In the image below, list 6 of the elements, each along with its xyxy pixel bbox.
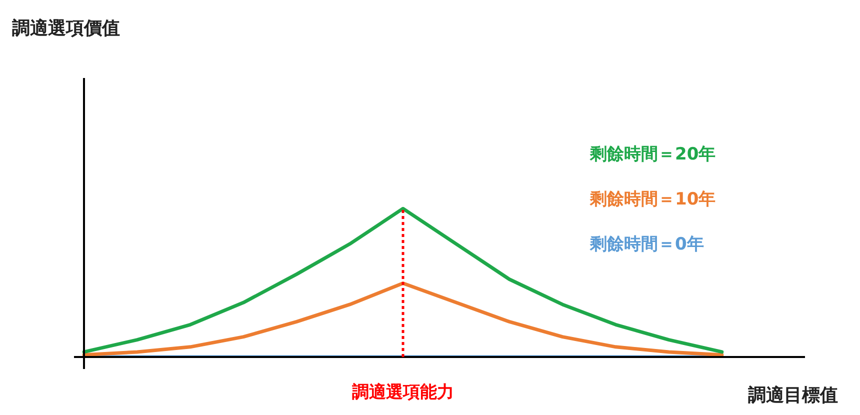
text: 調適選項價值	[12, 17, 120, 40]
text: 調適選項能力	[352, 382, 454, 402]
x-axis-title: 調適目標值	[748, 384, 838, 407]
text: 剩餘時間＝10年	[589, 189, 716, 210]
text: 剩餘時間＝0年	[589, 234, 704, 254]
text: 剩餘時間＝20年	[589, 144, 716, 164]
